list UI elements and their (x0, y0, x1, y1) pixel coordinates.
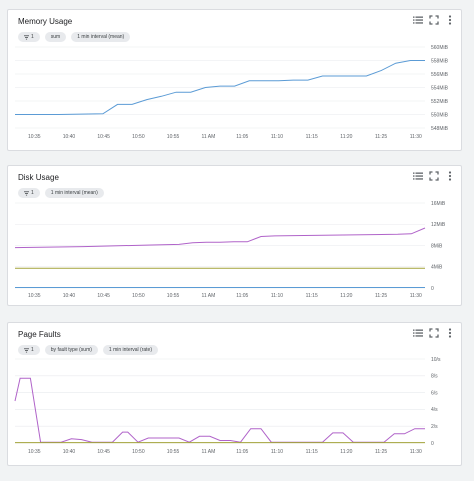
x-tick-label: 11:20 (340, 293, 352, 299)
x-tick-label: 11:25 (375, 134, 387, 140)
x-tick-label: 11:10 (271, 293, 283, 299)
card-title: Memory Usage (18, 17, 73, 26)
more-vert-icon[interactable] (445, 15, 455, 25)
y-tick-label: 552MiB (431, 99, 449, 105)
y-tick-label: 554MiB (431, 85, 449, 91)
y-tick-label: 0 (431, 441, 434, 447)
series-line (14, 227, 426, 249)
y-tick-label: 558MiB (431, 58, 449, 64)
y-tick-label: 6/s (431, 390, 438, 396)
card-title: Page Faults (18, 330, 61, 339)
x-tick-label: 10:45 (97, 134, 110, 140)
x-tick-label: 11:05 (236, 293, 248, 299)
interval-chip[interactable]: 1 min interval (rate) (102, 345, 158, 355)
filter-chips: 1 1 min interval (mean) (18, 188, 104, 198)
more-vert-icon[interactable] (445, 328, 455, 338)
filter-chips: 1 sum 1 min interval (mean) (18, 32, 131, 42)
x-tick-label: 10:55 (167, 293, 180, 299)
filter-count: 1 (31, 34, 34, 40)
legend-icon[interactable] (413, 328, 423, 338)
y-tick-label: 16MiB (431, 201, 446, 207)
x-tick-label: 10:35 (28, 134, 41, 140)
x-tick-label: 10:35 (28, 449, 41, 455)
x-tick-label: 11:20 (340, 449, 352, 455)
disk-usage-card: Disk Usage 1 1 min interval (mean) 0 4MiB… (7, 165, 462, 306)
x-tick-label: 11:25 (375, 293, 387, 299)
x-tick-label: 10:40 (63, 134, 76, 140)
y-tick-label: 556MiB (431, 72, 449, 78)
filter-chips: 1 by fault type (sum) 1 min interval (ra… (18, 345, 158, 355)
x-tick-label: 11:30 (410, 134, 422, 140)
x-tick-label: 10:55 (167, 449, 180, 455)
x-tick-label: 11:05 (236, 134, 248, 140)
x-tick-label: 10:45 (97, 293, 110, 299)
x-tick-label: 10:55 (167, 134, 180, 140)
x-tick-label: 10:40 (63, 449, 76, 455)
y-tick-label: 8MiB (431, 243, 443, 249)
x-tick-label: 11:15 (306, 134, 318, 140)
filter-icon (24, 190, 29, 195)
group-by-chip[interactable]: by fault type (sum) (44, 345, 98, 355)
x-tick-label: 11:20 (340, 134, 352, 140)
x-tick-label: 11:30 (410, 449, 422, 455)
filter-chip[interactable]: 1 (18, 32, 40, 42)
x-tick-label: 11:15 (306, 293, 318, 299)
filter-chip[interactable]: 1 (18, 345, 40, 355)
card-actions (413, 328, 455, 338)
x-tick-label: 11 AM (202, 293, 216, 299)
x-tick-label: 11:30 (410, 293, 422, 299)
y-tick-label: 4MiB (431, 265, 443, 271)
legend-icon[interactable] (413, 171, 423, 181)
legend-icon[interactable] (413, 15, 423, 25)
y-tick-label: 548MiB (431, 126, 449, 132)
x-tick-label: 11:15 (306, 449, 318, 455)
card-actions (413, 15, 455, 25)
filter-count: 1 (31, 190, 34, 196)
y-tick-label: 0 (431, 286, 434, 292)
y-tick-label: 12MiB (431, 222, 446, 228)
filter-chip[interactable]: 1 (18, 188, 40, 198)
y-tick-label: 560MiB (431, 45, 449, 51)
more-vert-icon[interactable] (445, 171, 455, 181)
series-line (14, 377, 425, 443)
x-tick-label: 11 AM (202, 134, 216, 140)
x-tick-label: 10:35 (28, 293, 41, 299)
y-tick-label: 4/s (431, 407, 438, 413)
page-faults-card: Page Faults 1 by fault type (sum) 1 min … (7, 322, 462, 466)
y-tick-label: 2/s (431, 424, 438, 430)
series-line (15, 60, 425, 115)
memory-usage-card: Memory Usage 1 sum 1 min interval (mean)… (7, 9, 462, 151)
x-tick-label: 10:50 (132, 293, 145, 299)
interval-chip[interactable]: 1 min interval (mean) (44, 188, 104, 198)
interval-chip[interactable]: 1 min interval (mean) (71, 32, 131, 42)
card-actions (413, 171, 455, 181)
x-tick-label: 11:05 (236, 449, 248, 455)
x-tick-label: 10:45 (97, 449, 110, 455)
y-tick-label: 8/s (431, 374, 438, 380)
x-tick-label: 10:50 (132, 449, 145, 455)
x-tick-label: 11:10 (271, 449, 283, 455)
x-tick-label: 11:10 (271, 134, 283, 140)
y-tick-label: 550MiB (431, 112, 449, 118)
fullscreen-icon[interactable] (429, 328, 439, 338)
aggregation-chip[interactable]: sum (44, 32, 67, 42)
y-tick-label: 10/s (431, 357, 441, 363)
filter-icon (24, 34, 29, 39)
x-tick-label: 11 AM (202, 449, 216, 455)
fullscreen-icon[interactable] (429, 171, 439, 181)
card-title: Disk Usage (18, 173, 59, 182)
x-tick-label: 10:50 (132, 134, 145, 140)
filter-icon (24, 347, 29, 352)
fullscreen-icon[interactable] (429, 15, 439, 25)
disk-usage-chart: 0 4MiB 8MiB 12MiB 16MiB 10:35 10:40 10:45 10:50 1… (14, 201, 446, 299)
x-tick-label: 11:25 (375, 449, 387, 455)
page-faults-chart: 0 2/s 4/s 6/s 8/s 10/s 10:35 10:40 10:45 10:50 10:… (14, 357, 441, 455)
memory-usage-chart: 548MiB 550MiB 552MiB 554MiB 556MiB 558MiB 560M… (15, 45, 449, 140)
x-tick-label: 10:40 (63, 293, 76, 299)
filter-count: 1 (31, 347, 34, 353)
